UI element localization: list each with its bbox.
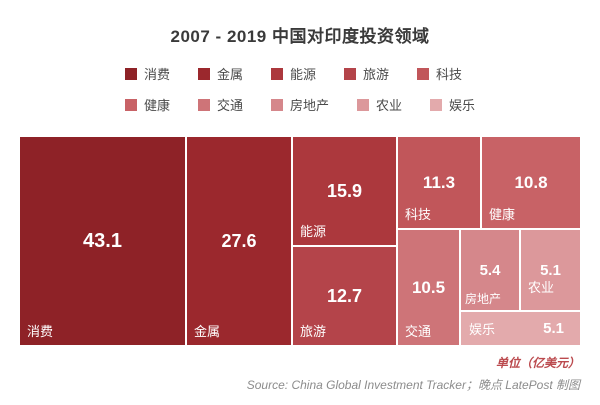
tile-value: 11.3 <box>422 172 456 192</box>
tile-value: 5.1 <box>543 320 564 337</box>
legend-rows: 消费 金属 能源 旅游 科技 <box>124 64 475 114</box>
legend-label: 金属 <box>216 67 243 82</box>
tile-label: 健康 <box>489 207 516 222</box>
tile-label: 能源 <box>300 224 327 239</box>
legend-label: 交通 <box>216 98 243 113</box>
footer: 单位（亿美元） Source: China Global Investment … <box>247 354 580 393</box>
legend-swatch-entertainment <box>430 98 443 111</box>
tile-value: 43.1 <box>83 229 122 252</box>
treemap: 43.1 消费 27.6 金属 15.9 能源 12.7 旅游 11.3 科技 … <box>20 137 580 345</box>
legend-swatch-agriculture <box>357 98 369 111</box>
treemap-tile-consumption: 43.1 消费 <box>20 137 185 345</box>
legend-item-health: 健康 <box>124 95 170 114</box>
legend-label: 农业 <box>376 98 403 113</box>
tile-label: 房地产 <box>465 292 502 306</box>
legend-swatch-metals <box>197 67 210 80</box>
legend-label: 能源 <box>289 67 316 82</box>
legend-row-2: 健康 交通 房地产 农业 娱乐 <box>124 95 475 114</box>
legend-swatch-consumption <box>124 67 137 80</box>
tile-value: 12.7 <box>326 285 363 306</box>
legend-swatch-transport <box>197 98 210 111</box>
tile-value: 5.1 <box>540 261 561 279</box>
tile-value: 15.9 <box>326 180 363 201</box>
unit-note: 单位（亿美元） <box>495 356 580 370</box>
legend-label: 娱乐 <box>449 98 476 113</box>
treemap-tile-technology: 11.3 科技 <box>398 137 480 228</box>
legend-swatch-energy <box>270 67 283 80</box>
tile-label: 交通 <box>405 324 432 339</box>
legend-label: 旅游 <box>363 67 390 82</box>
legend-swatch-health <box>124 98 137 111</box>
legend-item-transport: 交通 <box>197 95 243 114</box>
legend-label: 健康 <box>143 98 170 113</box>
legend-item-metals: 金属 <box>197 64 243 83</box>
legend-label: 消费 <box>143 67 170 82</box>
legend-item-technology: 科技 <box>417 64 462 83</box>
legend-swatch-realestate <box>270 98 283 111</box>
treemap-tile-metals: 27.6 金属 <box>187 137 291 345</box>
tile-value: 10.8 <box>514 172 548 192</box>
legend-label: 房地产 <box>289 98 329 113</box>
legend-item-consumption: 消费 <box>124 64 170 83</box>
treemap-tile-tourism: 12.7 旅游 <box>293 247 396 345</box>
legend-item-tourism: 旅游 <box>344 64 389 83</box>
tile-value: 5.4 <box>479 261 501 279</box>
treemap-tile-transport: 10.5 交通 <box>398 230 459 345</box>
legend-item-realestate: 房地产 <box>270 95 329 114</box>
treemap-tile-realestate: 5.4 房地产 <box>461 230 519 310</box>
treemap-tile-entertainment: 5.1 娱乐 <box>461 312 580 345</box>
tile-label: 金属 <box>194 324 221 339</box>
treemap-tile-health: 10.8 健康 <box>482 137 580 228</box>
legend-item-entertainment: 娱乐 <box>430 95 475 114</box>
legend-swatch-technology <box>417 67 430 80</box>
legend-item-energy: 能源 <box>270 64 316 83</box>
legend-swatch-tourism <box>344 67 356 80</box>
tile-label: 旅游 <box>300 324 327 339</box>
source-note: Source: China Global Investment Tracker；… <box>246 378 580 392</box>
tile-value: 27.6 <box>221 230 257 251</box>
tile-label: 消费 <box>27 324 54 339</box>
tile-label: 娱乐 <box>469 322 496 337</box>
chart-title: 2007 - 2019 中国对印度投资领域 <box>170 27 430 46</box>
tile-label: 农业 <box>528 280 555 295</box>
legend: 消费 金属 能源 旅游 科技 <box>0 64 600 114</box>
legend-item-agriculture: 农业 <box>357 95 402 114</box>
legend-label: 科技 <box>436 67 463 82</box>
tile-value: 10.5 <box>411 277 446 297</box>
legend-row-1: 消费 金属 能源 旅游 科技 <box>124 64 462 83</box>
tile-label: 科技 <box>405 207 432 222</box>
treemap-tile-agriculture: 5.1 农业 <box>521 230 580 310</box>
treemap-tile-energy: 15.9 能源 <box>293 137 396 245</box>
